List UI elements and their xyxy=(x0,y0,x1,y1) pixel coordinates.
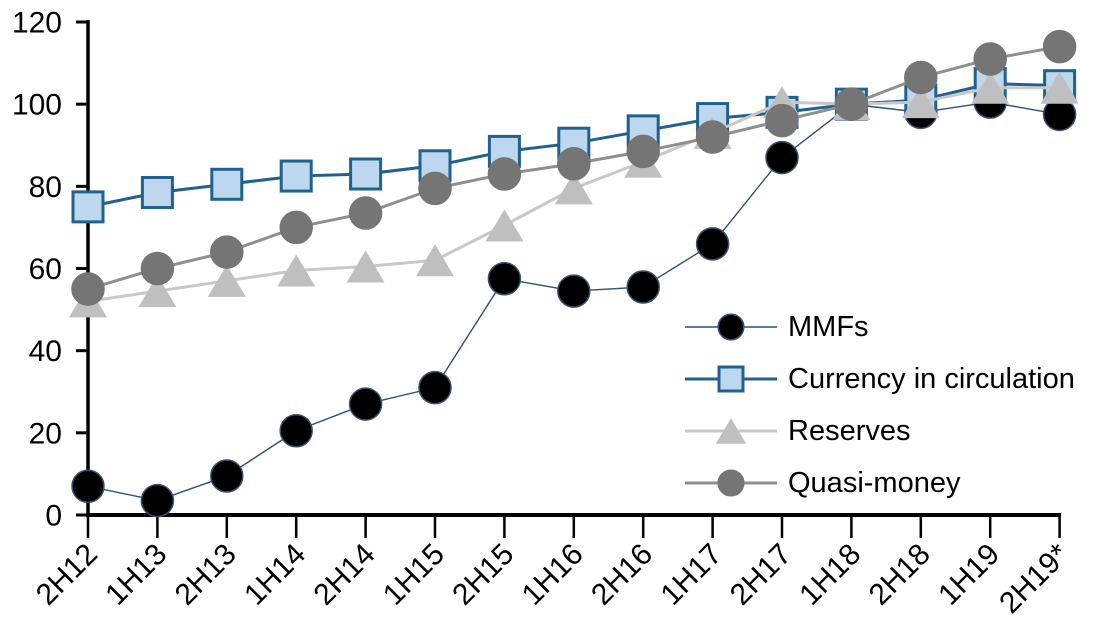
currency-in-circulation-marker xyxy=(349,157,383,191)
reserves-marker xyxy=(554,172,593,205)
mmfs-marker xyxy=(765,140,799,175)
x-tick-label: 1H15 xyxy=(377,538,451,612)
legend-label-quasi-money: Quasi-money xyxy=(788,466,961,499)
currency-legend-marker-icon xyxy=(685,365,777,393)
legend-item-reserves: Reserves xyxy=(683,405,1075,457)
chart-legend: MMFs Currency in circulation Reserves Qu… xyxy=(683,301,1075,509)
x-tick-label: 2H12 xyxy=(30,538,104,612)
reserves-marker xyxy=(1040,71,1079,104)
reserves-marker xyxy=(207,264,246,297)
x-tick-label: 2H16 xyxy=(585,538,659,612)
reserves-legend-marker-icon xyxy=(685,418,777,444)
quasi-money-marker xyxy=(418,171,452,206)
quasi-money-marker xyxy=(140,251,175,286)
quasi-money-marker xyxy=(626,134,660,169)
quasi-money-marker xyxy=(765,103,799,138)
y-tick-label: 100 xyxy=(12,89,62,122)
reserves-marker xyxy=(715,418,747,444)
currency-in-circulation-marker xyxy=(140,175,174,209)
legend-label-currency-in-circulation: Currency in circulation xyxy=(788,362,1075,395)
mmfs-marker xyxy=(695,227,730,261)
x-tick-label: 1H14 xyxy=(238,538,312,612)
quasi-money-marker xyxy=(904,60,938,95)
x-tick-label: 2H13 xyxy=(169,538,243,612)
reserves-marker xyxy=(416,244,454,277)
quasi-money-marker xyxy=(1042,29,1077,64)
currency-in-circulation-marker xyxy=(717,365,745,393)
quasi-money-legend-marker-icon xyxy=(685,469,777,497)
mmfs-marker xyxy=(348,387,383,421)
x-tick-label: 2H17 xyxy=(724,538,798,612)
quasi-money-marker xyxy=(71,272,105,306)
currency-in-circulation-marker xyxy=(210,167,244,201)
mmfs-marker xyxy=(557,274,591,308)
quasi-money-marker xyxy=(557,146,591,181)
mmfs-marker xyxy=(71,469,105,503)
quasi-money-marker xyxy=(279,210,313,245)
mmfs-marker xyxy=(626,270,660,304)
mmfs-marker xyxy=(487,262,522,296)
legend-item-currency-in-circulation: Currency in circulation xyxy=(683,353,1075,405)
quasi-money-marker xyxy=(717,469,745,497)
legend-item-quasi-money: Quasi-money xyxy=(683,457,1075,509)
y-tick-label: 80 xyxy=(29,171,62,204)
reserves-marker xyxy=(138,275,177,308)
y-tick-label: 20 xyxy=(29,417,62,450)
x-tick-label: 1H17 xyxy=(655,538,729,612)
reserves-marker xyxy=(277,254,316,287)
reserves-marker xyxy=(901,86,940,119)
x-tick-label: 2H18 xyxy=(863,538,937,612)
reserves-marker xyxy=(971,71,1010,104)
x-tick-label: 1H18 xyxy=(793,538,867,612)
currency-in-circulation-marker xyxy=(279,159,313,193)
legend-label-reserves: Reserves xyxy=(788,414,911,447)
quasi-money-marker xyxy=(834,87,869,121)
mmfs-marker xyxy=(418,370,452,405)
y-tick-label: 60 xyxy=(29,253,62,286)
quasi-money-marker xyxy=(695,120,730,154)
x-tick-label: 2H19* xyxy=(993,537,1076,620)
quasi-money-marker xyxy=(487,157,522,191)
x-tick-label: 1H16 xyxy=(516,538,590,612)
legend-label-mmfs: MMFs xyxy=(788,310,869,343)
reserves-marker xyxy=(346,250,385,283)
mmfs-marker xyxy=(279,414,313,448)
quasi-money-marker xyxy=(210,235,244,269)
mmfs-legend-marker-icon xyxy=(685,313,777,341)
reserves-marker xyxy=(485,209,524,242)
legend-item-mmfs: MMFs xyxy=(683,301,1075,353)
mmfs-marker xyxy=(210,459,244,493)
mmfs-marker xyxy=(717,313,745,341)
y-tick-label: 40 xyxy=(29,335,62,368)
quasi-money-marker xyxy=(348,196,383,230)
quasi-money-marker xyxy=(973,42,1007,76)
x-tick-label: 2H14 xyxy=(308,538,382,612)
x-tick-label: 1H19 xyxy=(932,538,1006,612)
mmfs-marker xyxy=(140,483,175,518)
y-tick-label: 120 xyxy=(12,7,62,40)
y-tick-label: 0 xyxy=(45,500,62,533)
x-tick-label: 1H13 xyxy=(99,538,173,612)
currency-in-circulation-marker xyxy=(71,190,105,224)
x-tick-label: 2H15 xyxy=(446,538,520,612)
